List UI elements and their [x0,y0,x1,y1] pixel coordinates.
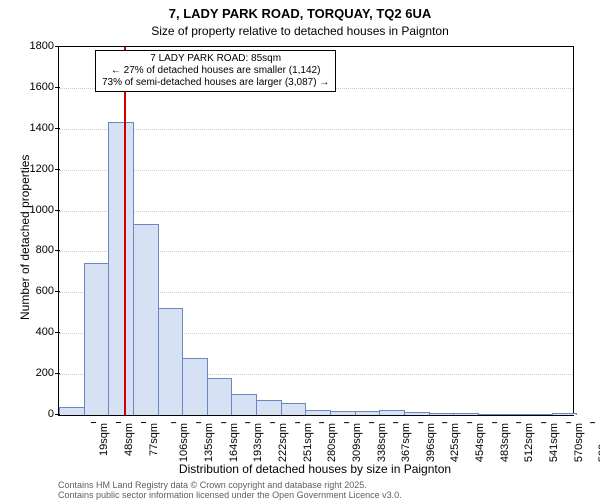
x-tick: 425sqm [450,423,462,462]
annotation-line1: 7 LADY PARK ROAD: 85sqm [102,53,329,65]
y-tick: 0 [6,408,54,420]
plot-area: 7 LADY PARK ROAD: 85sqm← 27% of detached… [58,46,574,416]
x-tick: 19sqm [99,423,111,456]
histogram-bar [502,414,528,415]
y-tick: 800 [6,244,54,256]
chart-title-sub: Size of property relative to detached ho… [0,24,600,38]
annotation-line3: 73% of semi-detached houses are larger (… [102,77,329,89]
histogram-bar [281,403,307,415]
x-tick: 396sqm [425,423,437,462]
gridline [59,211,573,212]
y-tick: 1400 [6,122,54,134]
x-tick: 222sqm [277,423,289,462]
histogram-bar [84,263,110,415]
histogram-bar [478,414,504,415]
histogram-bar [231,394,257,415]
y-tick: 1200 [6,163,54,175]
gridline [59,129,573,130]
x-tick: 570sqm [573,423,585,462]
attribution-text: Contains HM Land Registry data © Crown c… [58,480,402,500]
histogram-bar [305,410,331,415]
histogram-bar [207,378,233,415]
histogram-bar [527,414,553,415]
annotation-box: 7 LADY PARK ROAD: 85sqm← 27% of detached… [95,50,336,92]
y-tick: 200 [6,367,54,379]
y-tick: 600 [6,285,54,297]
x-tick: 251sqm [302,423,314,462]
histogram-bar [108,122,134,415]
x-tick: 338sqm [376,423,388,462]
x-tick: 483sqm [499,423,511,462]
histogram-bar [355,411,381,415]
x-tick: 77sqm [148,423,160,456]
histogram-bar [429,413,455,415]
histogram-bar [552,413,578,415]
x-tick: 106sqm [179,423,191,462]
gridline [59,170,573,171]
histogram-bar [158,308,184,415]
histogram-bar [256,400,282,415]
y-tick: 1800 [6,40,54,52]
reference-marker-line [124,47,126,415]
histogram-bar [330,411,356,415]
x-tick: 48sqm [123,423,135,456]
x-tick: 280sqm [326,423,338,462]
x-tick: 541sqm [548,423,560,462]
histogram-bar [379,410,405,415]
y-tick: 1000 [6,204,54,216]
x-tick: 193sqm [252,423,264,462]
histogram-bar [453,413,479,415]
x-tick: 164sqm [228,423,240,462]
annotation-line2: ← 27% of detached houses are smaller (1,… [102,65,329,77]
x-tick: 309sqm [351,423,363,462]
histogram-bar [182,358,208,415]
x-axis-label: Distribution of detached houses by size … [58,462,572,476]
attribution-line2: Contains public sector information licen… [58,490,402,500]
histogram-bar [59,407,85,415]
histogram-bar [404,412,430,415]
x-tick: 512sqm [523,423,535,462]
x-tick: 367sqm [400,423,412,462]
y-tick: 1600 [6,81,54,93]
chart-title-main: 7, LADY PARK ROAD, TORQUAY, TQ2 6UA [0,6,600,21]
x-tick: 135sqm [203,423,215,462]
y-tick: 400 [6,326,54,338]
x-tick: 454sqm [474,423,486,462]
histogram-bar [133,224,159,415]
attribution-line1: Contains HM Land Registry data © Crown c… [58,480,402,490]
